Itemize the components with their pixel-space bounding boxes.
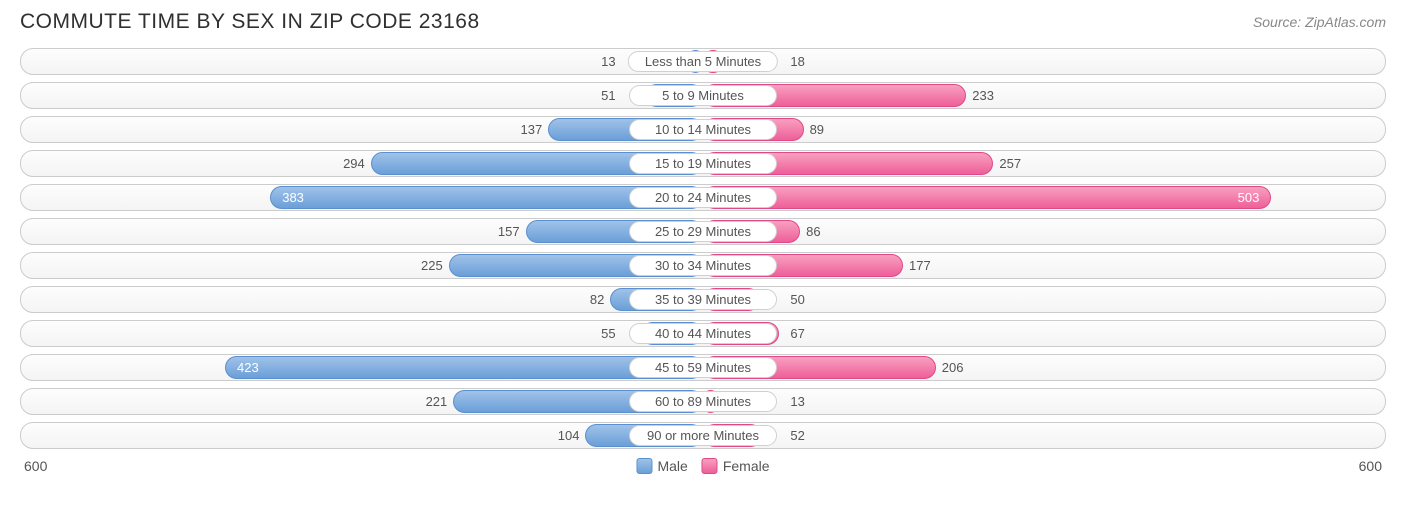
chart-row: 225 177 30 to 34 Minutes	[20, 252, 1386, 279]
legend-item-female: Female	[702, 458, 770, 474]
male-value-label: 157	[498, 220, 520, 243]
male-value-label: 225	[421, 254, 443, 277]
female-value-label: 233	[972, 84, 994, 107]
female-value-label: 177	[909, 254, 931, 277]
category-pill: 30 to 34 Minutes	[629, 255, 777, 276]
female-value-label: 13	[790, 390, 804, 413]
chart-row: 294 257 15 to 19 Minutes	[20, 150, 1386, 177]
female-value-label: 503	[1226, 186, 1272, 209]
chart-row: 157 86 25 to 29 Minutes	[20, 218, 1386, 245]
category-pill: 45 to 59 Minutes	[629, 357, 777, 378]
chart-row: 55 67 40 to 44 Minutes	[20, 320, 1386, 347]
male-value-label: 104	[558, 424, 580, 447]
chart-row: 13 18 Less than 5 Minutes	[20, 48, 1386, 75]
female-value-label: 52	[790, 424, 804, 447]
legend-male-label: Male	[657, 458, 687, 474]
male-value-label: 294	[343, 152, 365, 175]
category-pill: 35 to 39 Minutes	[629, 289, 777, 310]
male-value-label: 82	[590, 288, 604, 311]
chart-row: 104 52 90 or more Minutes	[20, 422, 1386, 449]
female-value-label: 206	[942, 356, 964, 379]
chart-header: COMMUTE TIME BY SEX IN ZIP CODE 23168 So…	[0, 0, 1406, 48]
category-pill: 60 to 89 Minutes	[629, 391, 777, 412]
female-value-label: 50	[790, 288, 804, 311]
female-value-label: 18	[790, 50, 804, 73]
chart-row: 82 50 35 to 39 Minutes	[20, 286, 1386, 313]
chart-row: 383 503 20 to 24 Minutes	[20, 184, 1386, 211]
legend-item-male: Male	[636, 458, 687, 474]
legend: Male Female	[636, 458, 769, 474]
male-swatch-icon	[636, 458, 652, 474]
female-bar	[703, 186, 1271, 209]
category-pill: 5 to 9 Minutes	[629, 85, 777, 106]
chart-title: COMMUTE TIME BY SEX IN ZIP CODE 23168	[20, 10, 480, 34]
category-pill: Less than 5 Minutes	[628, 51, 778, 72]
category-pill: 15 to 19 Minutes	[629, 153, 777, 174]
chart-row: 423 206 45 to 59 Minutes	[20, 354, 1386, 381]
male-value-label: 221	[426, 390, 448, 413]
chart-source: Source: ZipAtlas.com	[1253, 14, 1386, 30]
category-pill: 10 to 14 Minutes	[629, 119, 777, 140]
male-value-label: 51	[601, 84, 615, 107]
chart-footer: 600 Male Female 600	[0, 456, 1406, 474]
chart-row: 221 13 60 to 89 Minutes	[20, 388, 1386, 415]
legend-female-label: Female	[723, 458, 770, 474]
female-value-label: 67	[790, 322, 804, 345]
female-swatch-icon	[702, 458, 718, 474]
male-value-label: 423	[225, 356, 271, 379]
category-pill: 25 to 29 Minutes	[629, 221, 777, 242]
axis-label-left: 600	[24, 458, 47, 474]
category-pill: 90 or more Minutes	[629, 425, 777, 446]
male-value-label: 383	[270, 186, 316, 209]
chart-row: 137 89 10 to 14 Minutes	[20, 116, 1386, 143]
diverging-bar-chart: 13 18 Less than 5 Minutes 51 233 5 to 9 Minut…	[0, 48, 1406, 449]
male-value-label: 55	[601, 322, 615, 345]
male-value-label: 13	[601, 50, 615, 73]
category-pill: 20 to 24 Minutes	[629, 187, 777, 208]
chart-row: 51 233 5 to 9 Minutes	[20, 82, 1386, 109]
axis-label-right: 600	[1359, 458, 1382, 474]
male-value-label: 137	[521, 118, 543, 141]
category-pill: 40 to 44 Minutes	[629, 323, 777, 344]
female-value-label: 257	[999, 152, 1021, 175]
female-value-label: 86	[806, 220, 820, 243]
female-value-label: 89	[810, 118, 824, 141]
